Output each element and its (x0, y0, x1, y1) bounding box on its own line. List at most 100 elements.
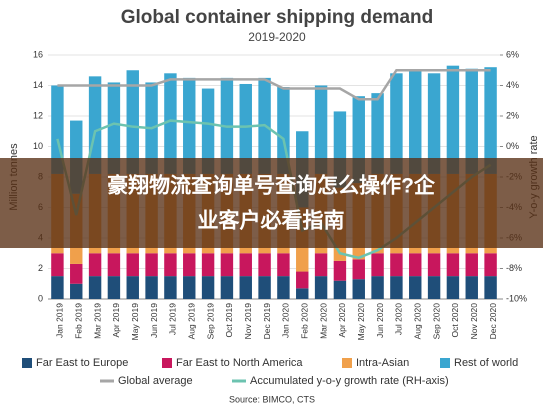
line-series (57, 69, 491, 101)
bar-segment (465, 253, 478, 277)
y-tick-label: 2 (38, 263, 43, 273)
bar-segment (220, 276, 234, 299)
bar-segment (409, 276, 422, 299)
legend-label: Far East to North America (176, 357, 303, 369)
y2-tick-label: 2% (506, 110, 519, 120)
source: Source: BIMCO, CTS (229, 394, 315, 404)
bar-segment (51, 276, 64, 299)
bar-segment (296, 271, 309, 289)
x-tick-label: May 2019 (130, 303, 140, 341)
x-tick-label: Apr 2020 (337, 303, 347, 338)
bar-segment (427, 276, 441, 299)
x-tick-label: Feb 2020 (300, 303, 310, 339)
legend-label: Global average (118, 375, 193, 387)
bar-segment (333, 280, 347, 299)
x-tick-label: Sep 2019 (205, 303, 215, 340)
bar-segment (427, 253, 441, 277)
bar-segment (51, 253, 64, 277)
bar-segment (314, 85, 328, 174)
legend-swatch (342, 358, 352, 368)
legend-swatch (440, 358, 450, 368)
x-tick-label: Oct 2020 (450, 303, 460, 338)
bar-segment (164, 276, 177, 299)
bar-segment (145, 276, 158, 299)
bar-segment (183, 276, 196, 299)
bar-segment (201, 276, 215, 299)
x-tick-label: Dec 2019 (262, 303, 272, 340)
bar-segment (88, 253, 102, 277)
bar-segment (484, 253, 497, 277)
legend-label: Accumulated y-o-y growth rate (RH-axis) (250, 375, 449, 387)
legend-label: Rest of world (454, 357, 518, 369)
bar-segment (107, 276, 121, 299)
bar-segment (239, 253, 252, 277)
banner-line: 业客户必看指南 (198, 209, 345, 233)
bar-segment (371, 253, 384, 277)
bar-segment (390, 253, 403, 277)
bar-segment (314, 253, 328, 277)
bar-segment (352, 259, 365, 280)
y2-tick-label: 6% (506, 49, 519, 59)
bar-segment (446, 65, 460, 174)
bar-segment (277, 253, 290, 277)
bar-segment (107, 253, 121, 277)
bar-segment (164, 73, 177, 174)
x-tick-label: Oct 2019 (224, 303, 234, 338)
x-tick-label: Aug 2020 (413, 303, 423, 340)
bar-segment (70, 263, 83, 284)
x-tick-label: Dec 2020 (488, 303, 498, 340)
x-tick-label: Jan 2020 (281, 303, 291, 338)
bar-segment (296, 288, 309, 299)
bar-segment (126, 276, 139, 299)
bar-segment (183, 253, 196, 277)
bar-segment (409, 253, 422, 277)
bar-segment (258, 253, 271, 277)
bar-segment (390, 276, 403, 299)
chart-title: Global container shipping demand (121, 7, 433, 28)
bar-segment (484, 67, 497, 174)
x-tick-label: Feb 2019 (74, 303, 84, 339)
bar-segment (277, 276, 290, 299)
bar-segment (183, 77, 196, 174)
y2-tick-label: 0% (506, 141, 519, 151)
x-tick-label: Nov 2020 (469, 303, 479, 340)
legend-swatch (22, 358, 32, 368)
bar-segment (201, 88, 215, 174)
bar-segment (220, 253, 234, 277)
bar-segment (88, 276, 102, 299)
bar-segment (164, 253, 177, 277)
y2-tick-label: -10% (506, 293, 527, 303)
bar-segment (371, 276, 384, 299)
y-tick-label: 16 (33, 49, 43, 59)
legend-swatch (162, 358, 172, 368)
bar-segment (107, 82, 121, 174)
bar-segment (352, 279, 365, 299)
bar-segment (333, 260, 347, 281)
bar-segment (126, 253, 139, 277)
x-tick-label: Mar 2020 (318, 303, 328, 339)
bar-segment (371, 93, 384, 174)
x-tick-label: Jul 2020 (394, 303, 404, 335)
banner-line: 豪翔物流查询单号查询怎么操作?企 (107, 174, 436, 198)
y-tick-label: 12 (33, 110, 43, 120)
bar-segment (239, 276, 252, 299)
x-tick-label: Jan 2019 (55, 303, 65, 338)
bar-segment (126, 70, 139, 174)
y-tick-label: 10 (33, 141, 43, 151)
bar-segment (465, 276, 478, 299)
x-tick-label: Jun 2019 (149, 303, 159, 338)
y-tick-label: 0 (38, 293, 43, 303)
bar-segment (409, 70, 422, 174)
legend-label: Intra-Asian (356, 357, 409, 369)
bar-segment (239, 83, 252, 174)
bar-segment (465, 68, 478, 174)
y2-tick-label: 4% (506, 80, 519, 90)
bar-segment (145, 253, 158, 277)
bar-segment (484, 276, 497, 299)
bar-segment (201, 253, 215, 277)
x-tick-label: Apr 2019 (111, 303, 121, 338)
banner-bg (0, 158, 543, 248)
bar-segment (427, 73, 441, 174)
x-tick-label: Nov 2019 (243, 303, 253, 340)
